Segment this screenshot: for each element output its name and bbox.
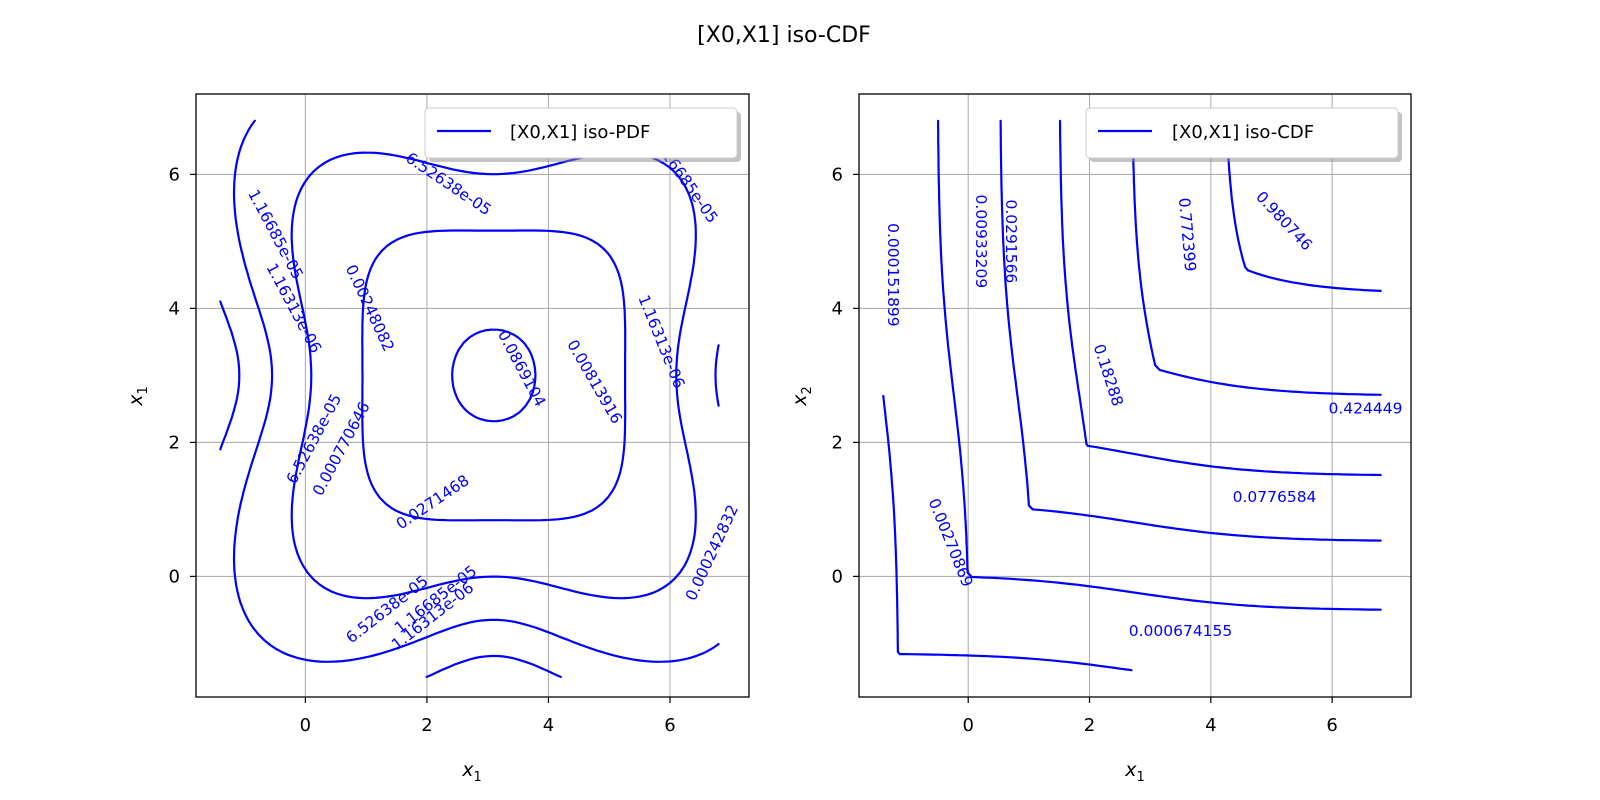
left-y-tick-label-1: 2 xyxy=(169,432,180,453)
figure-title: [X0,X1] iso-CDF xyxy=(697,23,871,48)
right-y-tick-label-0: 0 xyxy=(832,566,843,587)
right-contour-label-1: 0.00933209 xyxy=(972,195,990,289)
left-legend-label: [X0,X1] iso-PDF xyxy=(510,122,650,143)
right-y-tick-label-1: 2 xyxy=(832,432,843,453)
right-x-tick-label-2: 4 xyxy=(1205,715,1216,736)
right-subplot: 0.000151899 0.00933209 0.0291566 0.772399 0.… xyxy=(789,93,1412,785)
right-grid xyxy=(859,94,1411,697)
left-contour-level-8 xyxy=(451,328,537,423)
right-contour-label-7: 0.0776584 xyxy=(1233,488,1317,506)
left-ticks: 0 2 4 6 0 2 4 6 xyxy=(169,164,676,736)
left-plot-background xyxy=(196,94,749,697)
right-contour-level-5 xyxy=(999,119,1382,542)
right-x-tick-label-0: 0 xyxy=(962,715,973,736)
right-contour-label-0: 0.000151899 xyxy=(884,223,902,327)
right-contour-label-9: 0.000674155 xyxy=(1129,622,1233,640)
left-contours xyxy=(219,119,720,678)
left-y-tick-label-3: 6 xyxy=(169,164,180,185)
right-contour-level-3 xyxy=(882,394,1133,672)
right-x-tick-label-3: 6 xyxy=(1326,715,1337,736)
right-contour-label-2: 0.0291566 xyxy=(1002,199,1020,283)
right-legend-label: [X0,X1] iso-CDF xyxy=(1172,122,1314,143)
left-legend: [X0,X1] iso-PDF xyxy=(424,107,741,162)
left-x-tick-label-3: 6 xyxy=(664,715,675,736)
left-y-tick-label-2: 4 xyxy=(169,298,180,319)
left-y-tick-label-0: 0 xyxy=(169,566,180,587)
right-legend-box xyxy=(1085,107,1399,159)
left-x-tick-label-2: 4 xyxy=(543,715,554,736)
left-subplot: 6.52638e-050.0002428321.16685e-051.16685… xyxy=(125,93,750,785)
right-x-tick-label-1: 2 xyxy=(1084,715,1095,736)
right-contour-level-4 xyxy=(937,119,1382,611)
right-contour-level-6 xyxy=(1058,119,1382,477)
left-grid xyxy=(196,94,749,697)
right-contour-label-6: 0.424449 xyxy=(1329,399,1403,417)
right-y-tick-label-3: 6 xyxy=(832,164,843,185)
right-y-tick-label-2: 4 xyxy=(832,298,843,319)
right-y-axis-label: x2x2 xyxy=(789,386,815,407)
left-contour-level-4 xyxy=(219,300,562,678)
left-contour-level-7 xyxy=(361,229,627,522)
right-legend: [X0,X1] iso-CDF xyxy=(1085,107,1402,162)
left-x-tick-label-1: 2 xyxy=(421,715,432,736)
right-ticks: 0 2 4 6 0 2 4 6 xyxy=(832,164,1338,736)
left-axes-frame xyxy=(195,93,750,698)
left-x-tick-label-0: 0 xyxy=(300,715,311,736)
left-legend-box xyxy=(424,107,738,159)
right-axes-frame xyxy=(858,93,1412,698)
